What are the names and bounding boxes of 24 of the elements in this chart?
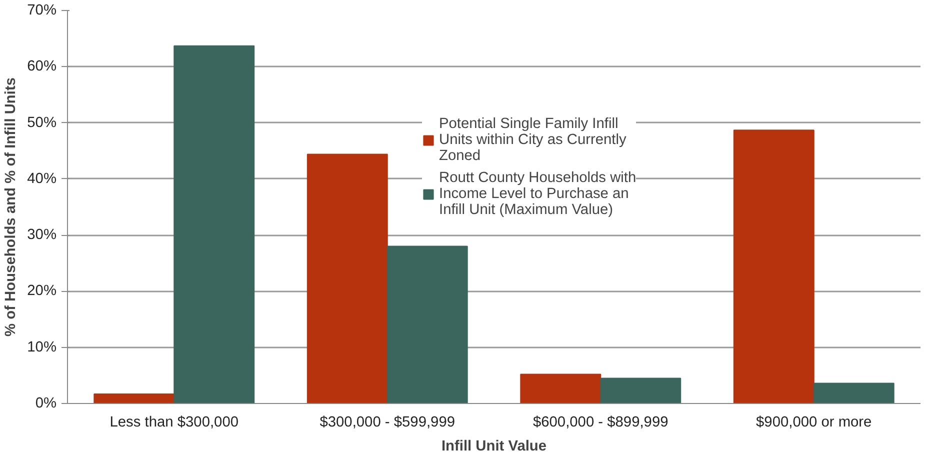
- bar: [94, 393, 175, 404]
- y-tick-label: 60%: [27, 58, 57, 75]
- bar: [386, 246, 468, 404]
- y-tick-label: 10%: [27, 339, 57, 356]
- x-tick-label: $300,000 - $599,999: [320, 414, 456, 430]
- legend-label: Potential Single Family Infill Units within City as Currently Zoned: [439, 116, 626, 164]
- y-tick-label: 20%: [27, 283, 57, 300]
- bar: [520, 374, 602, 404]
- y-tick-label: 70%: [27, 2, 57, 18]
- x-tick-label: $900,000 or more: [756, 414, 872, 430]
- legend-label: Routt County Households with Income Level to Purchase an Infill Unit (Maximum Value): [439, 170, 636, 218]
- y-tick-label: 30%: [27, 227, 57, 244]
- x-tick-label: $600,000 - $899,999: [532, 414, 668, 430]
- y-tick-label: 40%: [27, 170, 57, 187]
- y-tick-label: 0%: [35, 396, 57, 412]
- bar: [306, 154, 388, 404]
- bar: [600, 378, 682, 404]
- bar: [813, 382, 894, 404]
- x-tick-label: Less than $300,000: [110, 414, 239, 430]
- bar: [174, 45, 255, 404]
- y-axis-title: % of Households and % of Infill Units: [3, 78, 20, 336]
- bar: [733, 130, 814, 404]
- y-tick-label: 50%: [27, 114, 57, 131]
- x-axis-title: Infill Unit Value: [441, 438, 547, 454]
